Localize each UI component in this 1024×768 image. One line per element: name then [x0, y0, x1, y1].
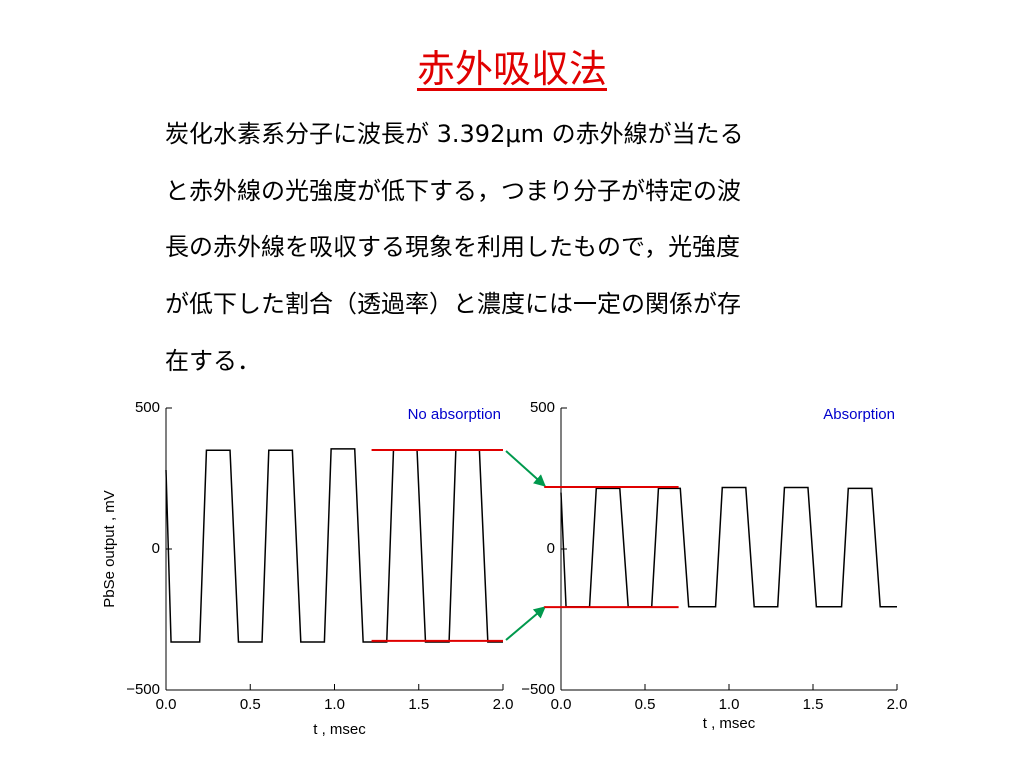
annotation: No absorption	[408, 406, 501, 423]
x-tick-label: 1.0	[324, 696, 345, 713]
y-tick-label: 0	[547, 540, 555, 557]
x-tick-label: 1.5	[408, 696, 429, 713]
body-line: 在する．	[165, 347, 261, 375]
data-line	[165, 448, 503, 643]
y-tick-label: −500	[126, 681, 160, 698]
x-tick-label: 2.0	[887, 696, 908, 713]
body-line: 長の赤外線を吸収する現象を利用したもので，光強度	[165, 233, 741, 261]
y-tick-label: 0	[152, 540, 160, 557]
slide-title: 赤外吸収法	[0, 38, 1024, 93]
x-axis-label: t , msec	[703, 715, 756, 732]
x-tick-label: 1.0	[719, 696, 740, 713]
body-line: が低下した割合（透過率）と濃度には一定の関係が存	[165, 290, 741, 318]
y-tick-label: 500	[530, 399, 555, 416]
annotation: Absorption	[823, 406, 895, 423]
x-tick-label: 0.5	[240, 696, 261, 713]
data-line	[560, 486, 897, 608]
body-line: 炭化水素系分子に波長が 3.392μm の赤外線が当たる	[165, 120, 744, 148]
y-tick-label: 500	[135, 399, 160, 416]
arrow	[505, 606, 546, 641]
x-tick-label: 2.0	[493, 696, 514, 713]
x-tick-label: 0.0	[551, 696, 572, 713]
x-tick-label: 0.5	[635, 696, 656, 713]
x-tick-label: 0.0	[156, 696, 177, 713]
x-axis-label: t , msec	[313, 721, 366, 738]
y-tick-label: −500	[521, 681, 555, 698]
x-tick-label: 1.5	[803, 696, 824, 713]
body-line: と赤外線の光強度が低下する，つまり分子が特定の波	[165, 177, 741, 205]
title-text: 赤外吸収法	[416, 47, 607, 91]
y-axis-label: PbSe output , mV	[101, 490, 118, 608]
arrow	[505, 450, 546, 487]
